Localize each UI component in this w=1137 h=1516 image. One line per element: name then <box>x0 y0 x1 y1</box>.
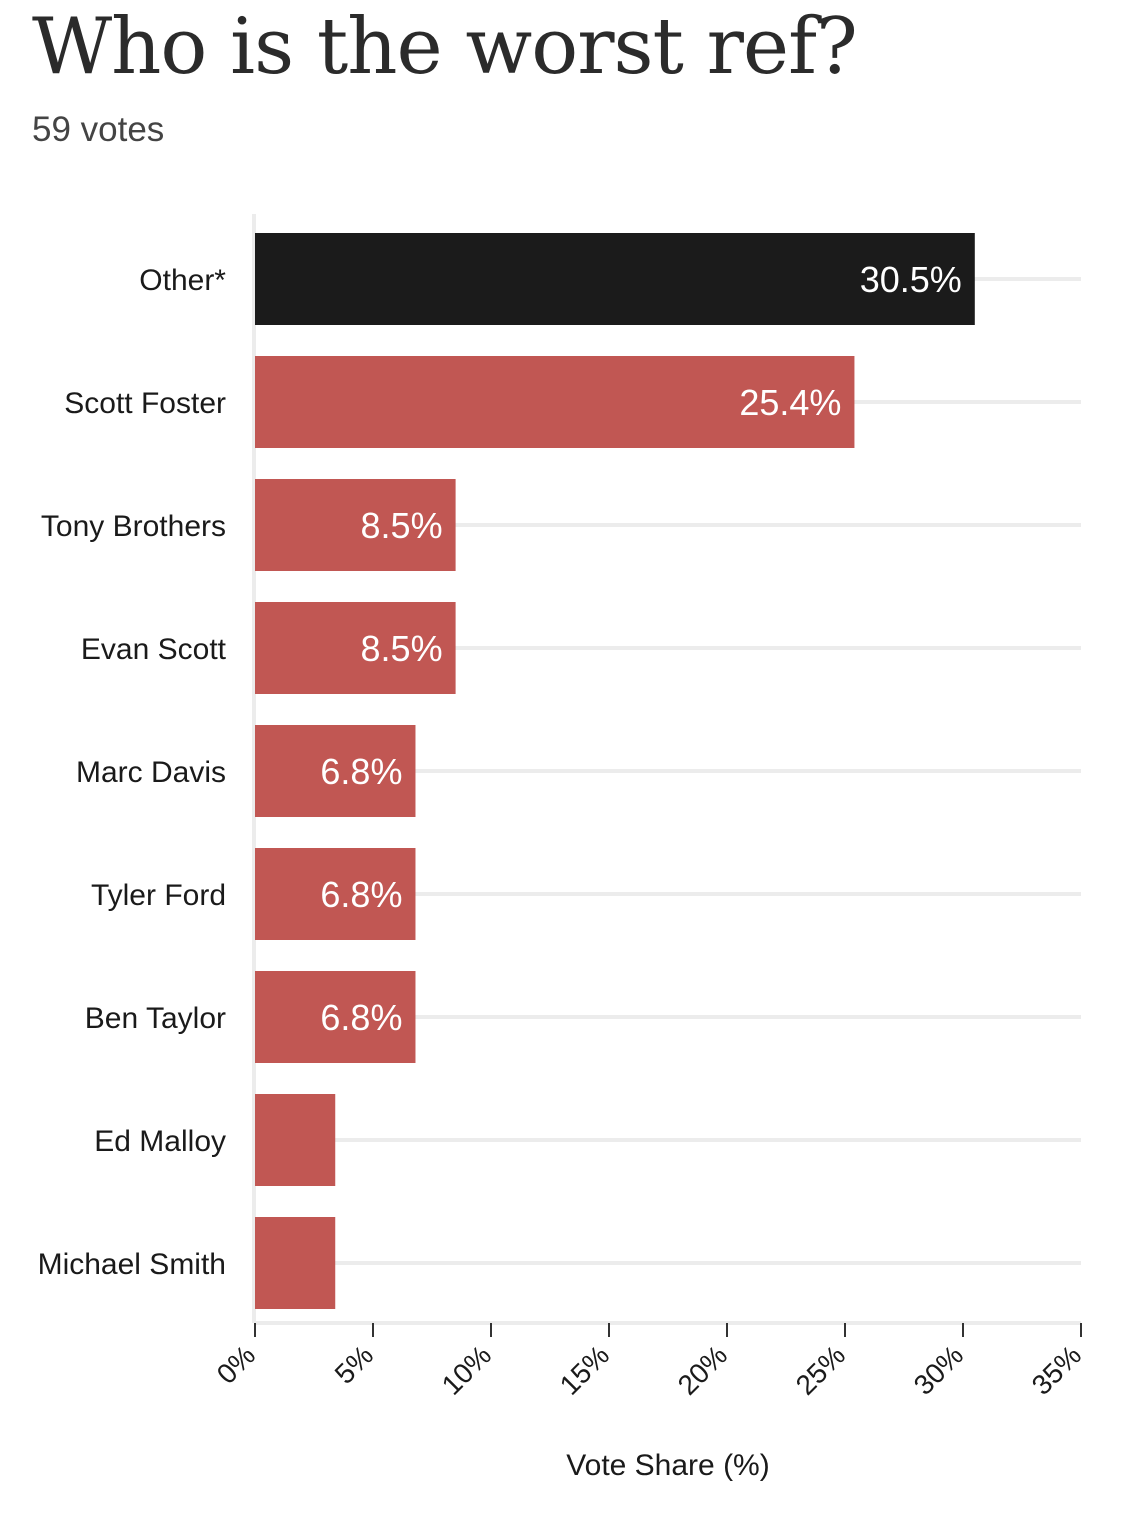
bar <box>255 602 456 694</box>
bar <box>255 1094 336 1186</box>
x-tick-label: 30% <box>908 1339 970 1401</box>
data-label: 30.5% <box>860 259 962 300</box>
bar <box>255 1217 336 1309</box>
category-label: Evan Scott <box>81 633 227 666</box>
data-label: 6.8% <box>320 874 402 915</box>
x-tick-label: 20% <box>672 1339 734 1401</box>
category-label: Ben Taylor <box>85 1002 226 1035</box>
category-label: Michael Smith <box>38 1248 226 1281</box>
bar <box>255 356 855 448</box>
x-tick-label: 15% <box>554 1339 616 1401</box>
bar <box>255 848 416 940</box>
data-label: 8.5% <box>361 628 443 669</box>
x-tick-label: 35% <box>1026 1339 1088 1401</box>
data-label: 6.8% <box>320 997 402 1038</box>
data-label: 25.4% <box>739 382 841 423</box>
bar <box>255 233 975 325</box>
chart-title: Who is the worst ref? <box>32 2 858 92</box>
x-tick-label: 5% <box>329 1339 380 1390</box>
category-label: Tyler Ford <box>91 879 226 912</box>
category-label: Scott Foster <box>64 387 226 420</box>
category-label: Other* <box>139 264 226 297</box>
x-axis-title: Vote Share (%) <box>566 1449 769 1482</box>
bar <box>255 971 416 1063</box>
vote-count: 59 votes <box>32 110 165 149</box>
category-label: Ed Malloy <box>94 1125 226 1158</box>
x-tick-label: 10% <box>436 1339 498 1401</box>
data-label: 6.8% <box>320 751 402 792</box>
bar <box>255 479 456 571</box>
category-label: Tony Brothers <box>41 510 226 543</box>
category-label: Marc Davis <box>76 756 226 789</box>
bar <box>255 725 416 817</box>
x-tick-label: 25% <box>790 1339 852 1401</box>
data-label: 8.5% <box>361 505 443 546</box>
x-tick-label: 0% <box>211 1339 262 1390</box>
